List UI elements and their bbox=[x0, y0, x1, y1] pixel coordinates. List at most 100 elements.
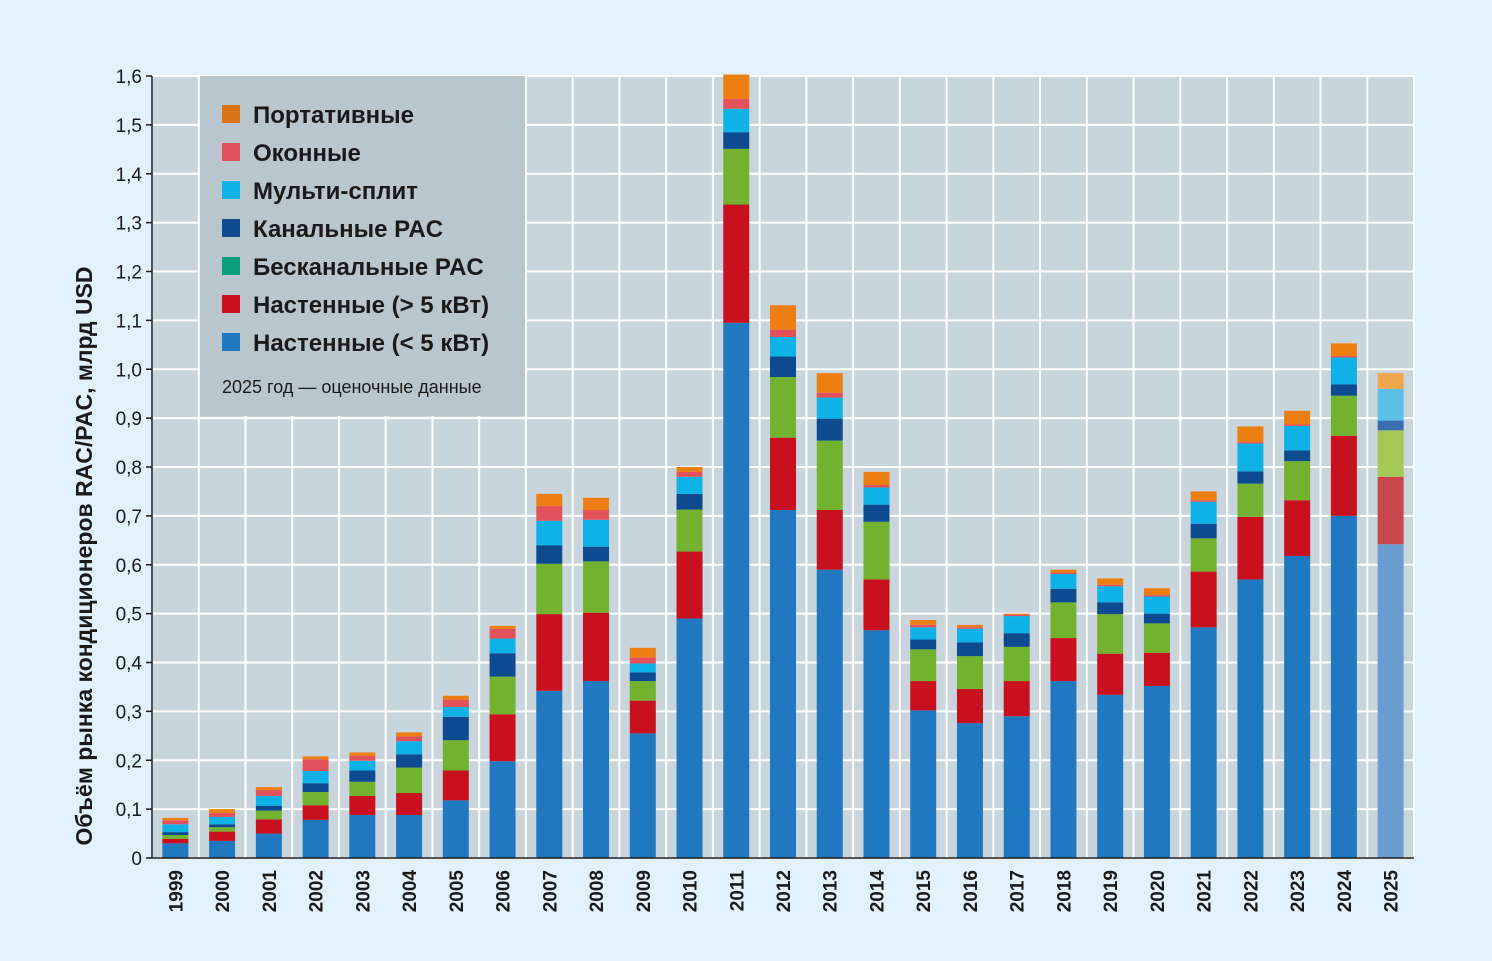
bar-segment bbox=[816, 418, 843, 441]
bar-segment bbox=[255, 810, 282, 820]
legend-swatch bbox=[222, 333, 240, 351]
legend-swatch bbox=[222, 181, 240, 199]
bar-segment bbox=[489, 653, 516, 677]
bar-segment bbox=[629, 663, 656, 673]
bar-segment bbox=[255, 790, 282, 796]
y-tick-label: 1,3 bbox=[116, 214, 142, 235]
bar-segment bbox=[1003, 633, 1030, 647]
bar-segment bbox=[489, 628, 516, 639]
bar-segment bbox=[956, 688, 983, 724]
bar-stack-2008 bbox=[583, 497, 610, 858]
bar-segment bbox=[723, 108, 750, 133]
bar-segment bbox=[489, 625, 516, 629]
bar-segment bbox=[1237, 443, 1264, 472]
bar-segment bbox=[770, 356, 796, 378]
bar-segment bbox=[1003, 681, 1030, 717]
bar-segment bbox=[1330, 395, 1357, 436]
y-tick-label: 1,0 bbox=[116, 360, 142, 381]
bar-segment bbox=[536, 493, 563, 507]
bar-segment bbox=[583, 561, 610, 613]
bar-segment bbox=[1284, 450, 1311, 462]
bar-segment bbox=[162, 817, 189, 821]
x-tick-label: 2009 bbox=[634, 870, 655, 912]
bar-segment bbox=[396, 814, 423, 858]
bar-stack-2022 bbox=[1237, 426, 1264, 858]
x-tick-label: 2020 bbox=[1148, 870, 1169, 912]
y-tick-label: 1,1 bbox=[116, 311, 142, 332]
bar-segment bbox=[349, 770, 376, 782]
bar-stack-2018 bbox=[1050, 569, 1077, 858]
bar-segment bbox=[816, 397, 843, 419]
bar-segment bbox=[255, 819, 282, 834]
bar-segment bbox=[209, 831, 236, 841]
bar-segment bbox=[956, 642, 983, 657]
bars bbox=[162, 74, 1404, 859]
x-tick-label: 2015 bbox=[914, 870, 935, 913]
bar-stack-2014 bbox=[863, 471, 890, 858]
x-tick-label: 2006 bbox=[494, 870, 515, 912]
bar-segment bbox=[536, 506, 563, 521]
x-tick-label: 2016 bbox=[961, 870, 982, 912]
bar-segment bbox=[1284, 425, 1311, 451]
bar-segment bbox=[1190, 627, 1217, 858]
bar-stack-2010 bbox=[676, 467, 703, 858]
bar-segment bbox=[1003, 646, 1030, 682]
x-tick-label: 2007 bbox=[540, 870, 561, 912]
legend-swatch bbox=[222, 219, 240, 237]
bar-segment bbox=[1377, 373, 1404, 389]
bar-segment bbox=[956, 656, 983, 689]
bar-segment bbox=[349, 781, 376, 796]
bar-stack-2004 bbox=[396, 732, 423, 858]
bar-stack-2019 bbox=[1097, 578, 1124, 858]
x-tick-label: 2000 bbox=[213, 870, 234, 912]
bar-segment bbox=[1143, 623, 1170, 653]
bar-segment bbox=[1190, 491, 1217, 501]
bar-stack-2013 bbox=[816, 373, 843, 858]
bar-segment bbox=[396, 792, 423, 815]
bar-segment bbox=[1237, 471, 1264, 484]
y-axis-label: Объём рынка кондиционеров RAC/PAC, млрд … bbox=[71, 266, 97, 845]
legend-box bbox=[200, 76, 525, 416]
bar-segment bbox=[770, 510, 796, 858]
bar-segment bbox=[209, 816, 236, 825]
y-tick-label: 1,5 bbox=[116, 116, 142, 137]
bar-segment bbox=[1097, 586, 1124, 603]
x-tick-label: 2019 bbox=[1101, 870, 1122, 912]
bar-stack-2009 bbox=[629, 647, 656, 858]
bar-segment bbox=[302, 759, 329, 772]
bar-segment bbox=[442, 706, 469, 717]
bar-segment bbox=[816, 510, 843, 570]
bar-segment bbox=[1003, 613, 1030, 615]
bar-segment bbox=[349, 760, 376, 771]
bar-segment bbox=[1143, 613, 1170, 624]
bar-segment bbox=[770, 377, 796, 438]
bar-segment bbox=[162, 824, 189, 833]
legend-swatch bbox=[222, 257, 240, 275]
bar-segment bbox=[1143, 652, 1170, 686]
bar-segment bbox=[1284, 410, 1311, 425]
x-tick-label: 2022 bbox=[1241, 870, 1262, 912]
bar-segment bbox=[396, 754, 423, 768]
bar-segment bbox=[1190, 523, 1217, 539]
bar-segment bbox=[489, 761, 516, 858]
bar-segment bbox=[162, 832, 189, 836]
bar-segment bbox=[442, 699, 469, 707]
bar-segment bbox=[723, 74, 750, 99]
bar-segment bbox=[1330, 435, 1357, 516]
bar-stack-2024 bbox=[1330, 343, 1357, 858]
bar-segment bbox=[1143, 685, 1170, 858]
y-tick-label: 0 bbox=[131, 849, 142, 870]
bar-segment bbox=[209, 827, 236, 832]
estimate-note: 2025 год — оценочные данные bbox=[222, 377, 482, 397]
bar-segment bbox=[1237, 426, 1264, 443]
bar-segment bbox=[1097, 578, 1124, 585]
axes: 0 0,1 0,2 0,3 0,4 0,5 0,6 0,7 0,8 0,9 1,0 1,1 1,2 1,3… bbox=[116, 67, 1414, 912]
bar-segment bbox=[396, 736, 423, 742]
bar-segment bbox=[1237, 483, 1264, 517]
bar-segment bbox=[1050, 572, 1077, 575]
bar-segment bbox=[723, 132, 750, 149]
bar-segment bbox=[629, 647, 656, 658]
bar-segment bbox=[349, 755, 376, 761]
bar-segment bbox=[1377, 476, 1404, 545]
bar-segment bbox=[1097, 584, 1124, 587]
